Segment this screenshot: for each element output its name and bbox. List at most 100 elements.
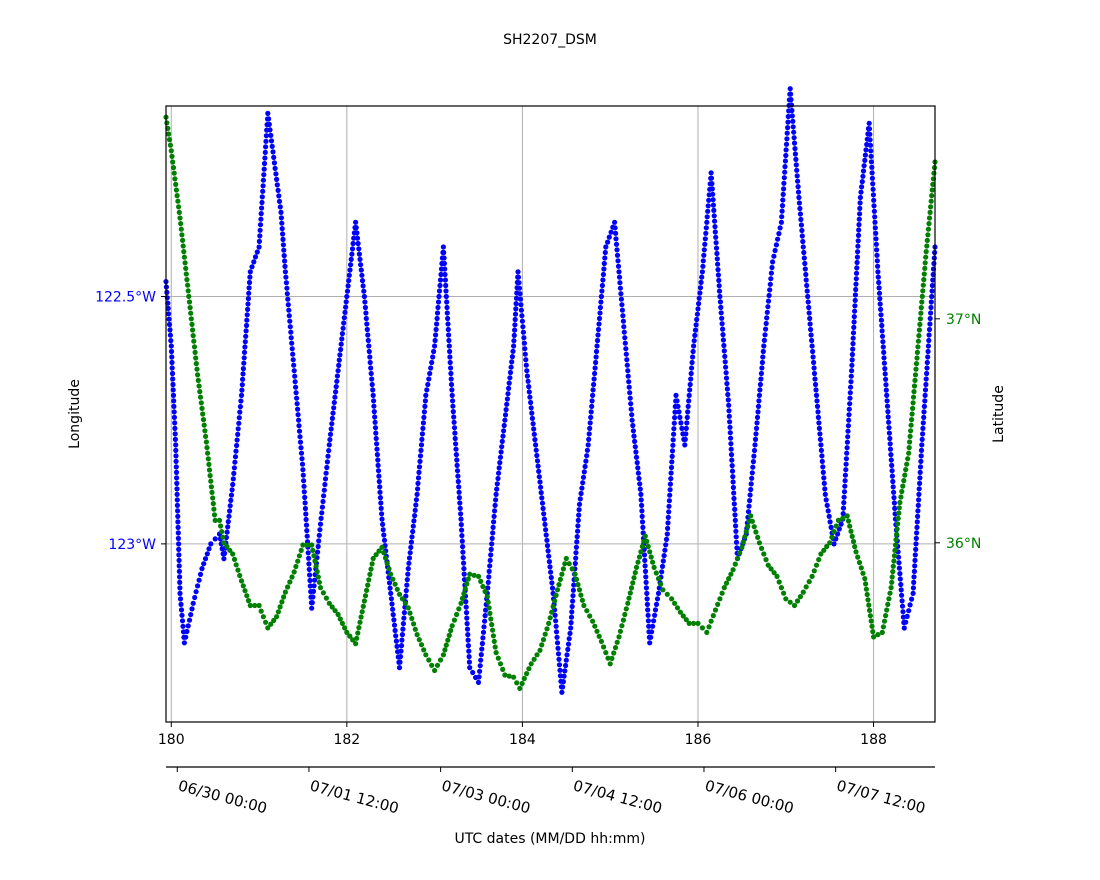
- data-point: [911, 568, 918, 575]
- data-point: [261, 166, 267, 172]
- data-point: [224, 529, 230, 535]
- data-point: [397, 659, 403, 665]
- data-point: [588, 409, 594, 415]
- data-point: [630, 428, 637, 434]
- data-point: [658, 581, 664, 587]
- data-point: [490, 627, 496, 633]
- data-point: [888, 585, 894, 591]
- data-point: [565, 646, 571, 653]
- data-point: [702, 236, 708, 242]
- data-point: [928, 198, 934, 204]
- data-point: [641, 552, 648, 558]
- data-point: [914, 519, 920, 525]
- data-point: [674, 398, 680, 404]
- data-point: [289, 340, 295, 346]
- data-point: [376, 478, 382, 485]
- data-point: [623, 351, 629, 357]
- data-point: [311, 553, 317, 559]
- data-point: [670, 442, 676, 448]
- data-point: [360, 283, 366, 289]
- data-point: [757, 381, 764, 388]
- data-point: [178, 601, 184, 608]
- data-point: [245, 598, 252, 604]
- data-point: [208, 541, 214, 547]
- data-point: [711, 207, 717, 213]
- data-point: [233, 448, 239, 454]
- data-point: [534, 652, 540, 658]
- data-point: [916, 486, 922, 492]
- data-point: [889, 462, 895, 468]
- data-point: [850, 341, 856, 347]
- data-point: [281, 594, 287, 600]
- data-point: [726, 408, 732, 414]
- data-point: [374, 446, 380, 452]
- data-point: [845, 428, 851, 434]
- data-point: [406, 555, 413, 561]
- data-point: [449, 623, 455, 629]
- data-point: [452, 430, 458, 436]
- data-point: [593, 348, 600, 355]
- data-point: [510, 343, 517, 349]
- data-point: [891, 553, 898, 559]
- data-point: [722, 353, 728, 359]
- data-point: [761, 337, 768, 343]
- data-point: [919, 293, 925, 299]
- data-point: [574, 534, 580, 540]
- data-point: [411, 518, 417, 524]
- data-point: [589, 398, 595, 404]
- data-point: [793, 162, 799, 168]
- data-point: [247, 602, 253, 609]
- data-point: [490, 633, 496, 639]
- data-point: [373, 552, 379, 558]
- data-point: [853, 270, 860, 276]
- data-point: [467, 571, 473, 577]
- data-point: [208, 484, 214, 490]
- data-point: [917, 321, 923, 327]
- data-point: [771, 253, 777, 259]
- data-point: [366, 343, 372, 349]
- data-point: [245, 306, 251, 312]
- data-point: [528, 661, 534, 667]
- data-point: [365, 582, 371, 588]
- data-point: [751, 447, 758, 454]
- data-point: [629, 412, 635, 418]
- data-point: [188, 310, 194, 316]
- data-point: [562, 668, 568, 674]
- data-point: [552, 612, 558, 618]
- data-point: [544, 626, 550, 632]
- data-point: [875, 263, 881, 269]
- data-point: [339, 331, 345, 337]
- data-point: [508, 364, 514, 370]
- data-point: [199, 566, 205, 572]
- data-point: [593, 359, 599, 366]
- data-point: [927, 321, 933, 327]
- data-point: [206, 461, 212, 467]
- data-point: [548, 569, 554, 575]
- data-point: [232, 454, 239, 460]
- data-point: [464, 621, 470, 627]
- data-point: [636, 554, 643, 560]
- data-point: [797, 211, 804, 217]
- data-point: [429, 662, 435, 668]
- data-point: [315, 543, 321, 550]
- data-point: [437, 277, 444, 283]
- data-point: [713, 240, 719, 246]
- data-point: [891, 495, 897, 501]
- data-point: [601, 260, 607, 267]
- data-point: [485, 599, 491, 605]
- data-point: [716, 288, 723, 294]
- data-point: [277, 604, 283, 610]
- data-point: [892, 542, 899, 548]
- data-point: [362, 299, 368, 305]
- data-point: [672, 409, 678, 415]
- data-point: [170, 392, 177, 398]
- data-point: [444, 299, 450, 305]
- data-point: [620, 313, 626, 319]
- data-point: [640, 524, 646, 531]
- data-point: [280, 236, 286, 242]
- data-point: [522, 346, 528, 352]
- data-point: [728, 435, 734, 441]
- data-point: [855, 243, 861, 249]
- data-point: [871, 197, 877, 203]
